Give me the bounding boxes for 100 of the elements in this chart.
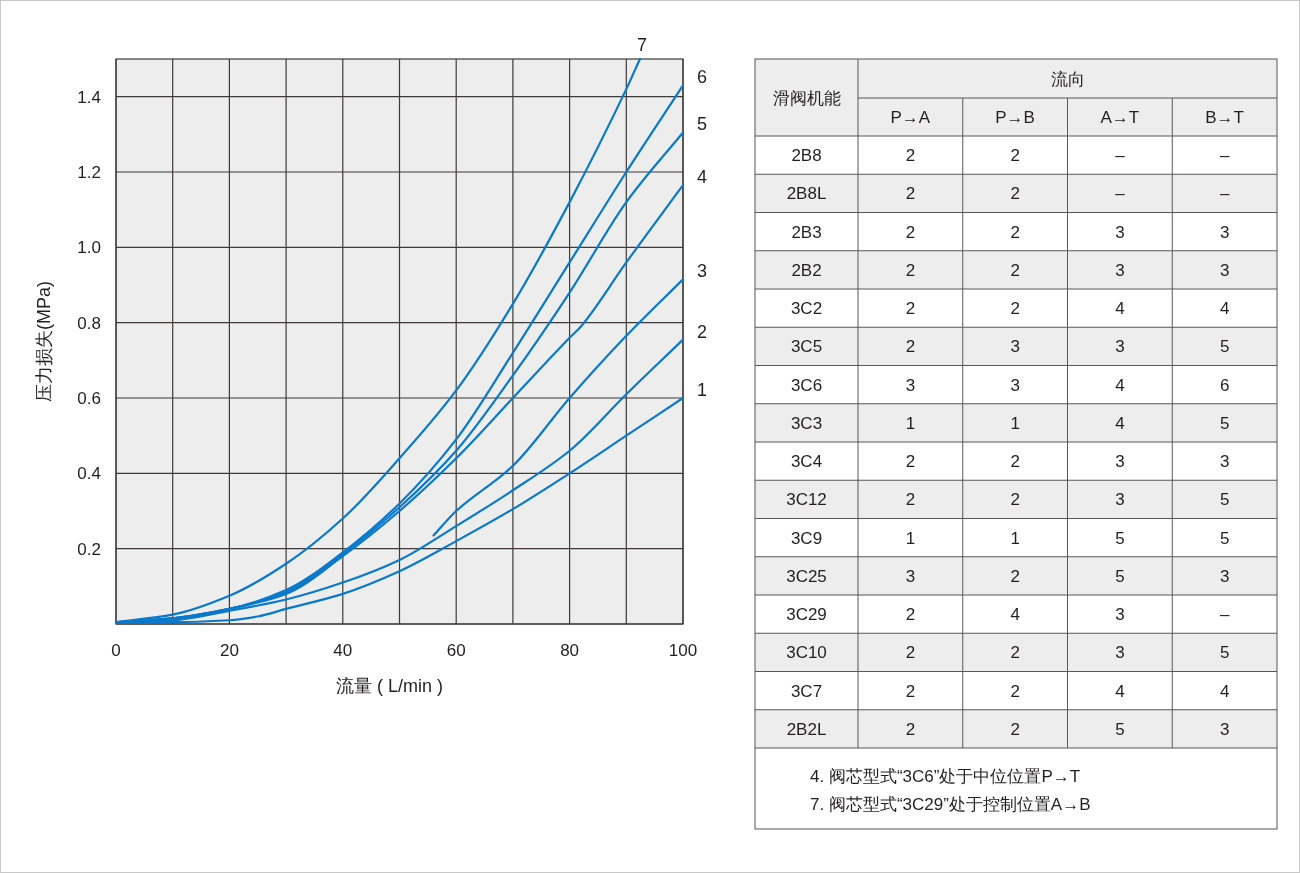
data-label: 2 (905, 605, 916, 625)
data-label: 4 (1219, 681, 1230, 701)
data-label: 3 (1115, 452, 1125, 472)
data-label: 3 (1115, 490, 1125, 510)
y-tick-label: 0.2 (77, 539, 101, 559)
data-label: 1 (1010, 528, 1020, 548)
data-label: 2 (1010, 146, 1020, 166)
x-tick-label: 100 (668, 641, 698, 660)
y-tick-label: 3C29 (786, 605, 827, 625)
y-tick-label: 0.8 (77, 313, 101, 333)
data-label: 2 (905, 260, 916, 280)
y-tick-label: 2B3 (791, 222, 822, 242)
series-label: 1 (697, 380, 708, 400)
series-label: 6 (697, 67, 708, 88)
y-tick-label: 3C4 (790, 452, 823, 472)
data-label: 1 (905, 528, 916, 548)
y-tick-label: 3C9 (790, 528, 823, 548)
data-label: 5 (1115, 719, 1125, 739)
data-label: 6 (1219, 375, 1230, 395)
data-label: 5 (1219, 643, 1230, 663)
data-label: 3 (1219, 260, 1230, 280)
data-label: 3 (1219, 452, 1230, 472)
x-tick-label: 80 (560, 641, 580, 660)
x-tick-label: 40 (333, 641, 353, 660)
data-label: 5 (1219, 528, 1230, 548)
y-tick-label: 3C3 (790, 413, 823, 433)
data-label: 2 (1010, 719, 1020, 739)
text: – (1115, 146, 1125, 166)
data-label: 2 (905, 299, 916, 319)
y-tick-label: 3C2 (790, 299, 823, 319)
data-label: 3 (1219, 566, 1230, 586)
chart-title: 流向 (1050, 69, 1085, 89)
data-label: 3 (1115, 337, 1125, 357)
data-label: 2 (1010, 452, 1020, 472)
data-label: 3 (905, 566, 916, 586)
text: – (1219, 184, 1230, 204)
data-label: 3 (1219, 719, 1230, 739)
data-label: 3 (1115, 643, 1125, 663)
data-label: 3 (1115, 605, 1125, 625)
x-tick-label: A→T (1100, 108, 1140, 127)
x-tick-label: 60 (446, 641, 466, 660)
data-label: 2 (905, 719, 916, 739)
data-label: 2 (905, 681, 916, 701)
data-label: 2 (905, 337, 916, 357)
data-label: 2 (1010, 260, 1020, 280)
data-label: 3 (1010, 375, 1020, 395)
y-tick-label: 0.4 (77, 464, 101, 484)
text: – (1219, 146, 1230, 166)
x-tick-label: 20 (219, 641, 239, 660)
data-label: 2 (905, 490, 916, 510)
data-label: 5 (1219, 490, 1230, 510)
data-label: 4 (1115, 413, 1125, 433)
data-label: 4 (1115, 681, 1125, 701)
x-tick-label: P→A (890, 108, 931, 127)
data-label: 2 (1010, 643, 1020, 663)
y-tick-label: 1.2 (77, 163, 101, 182)
data-label: 2 (1010, 681, 1020, 701)
data-label: 2 (905, 146, 916, 166)
data-label: 2 (905, 452, 916, 472)
y-axis-title: 滑阀机能 (772, 88, 841, 108)
data-label: 5 (1219, 337, 1230, 357)
data-label: 1 (1010, 413, 1020, 433)
x-tick-label: P→B (995, 108, 1035, 127)
text: – (1219, 605, 1230, 625)
data-label: 2 (1010, 299, 1020, 319)
y-tick-label: 3C7 (790, 681, 823, 701)
data-label: 2 (1010, 490, 1020, 510)
x-axis-title: 流量 ( L/min ) (335, 676, 444, 696)
x-tick-label: B→T (1205, 108, 1244, 127)
data-label: 2 (1010, 222, 1020, 242)
data-label: 5 (1219, 413, 1230, 433)
x-tick-label: 0 (111, 641, 121, 660)
data-label: 4 (1219, 299, 1230, 319)
y-tick-label: 1.0 (77, 238, 101, 258)
y-tick-label: 2B2 (791, 260, 822, 280)
data-label: 2 (905, 222, 916, 242)
data-label: 3 (1010, 337, 1020, 357)
series-label: 4 (697, 167, 708, 188)
data-label: 4 (1010, 605, 1020, 625)
series-label: 5 (697, 114, 708, 135)
data-label: 4 (1115, 299, 1125, 319)
data-label: 3 (1115, 222, 1125, 242)
series-label: 7 (636, 35, 647, 55)
y-tick-label: 1.4 (77, 87, 101, 107)
series-label: 2 (697, 321, 708, 342)
text: 4. 阀芯型式“3C6”处于中位位置P→T (810, 767, 1081, 786)
data-label: 4 (1115, 375, 1125, 395)
data-label: 2 (1010, 566, 1020, 586)
text: – (1115, 184, 1125, 204)
data-label: 1 (905, 413, 916, 433)
data-label: 3 (905, 375, 916, 395)
y-tick-label: 2B8 (791, 146, 822, 166)
data-label: 2 (905, 643, 916, 663)
y-tick-label: 2B8L (786, 184, 827, 204)
y-tick-label: 0.6 (77, 389, 101, 408)
y-tick-label: 2B2L (786, 719, 827, 739)
data-label: 5 (1115, 566, 1125, 586)
y-tick-label: 3C12 (786, 490, 827, 510)
data-label: 3 (1115, 260, 1125, 280)
data-label: 3 (1219, 222, 1230, 242)
